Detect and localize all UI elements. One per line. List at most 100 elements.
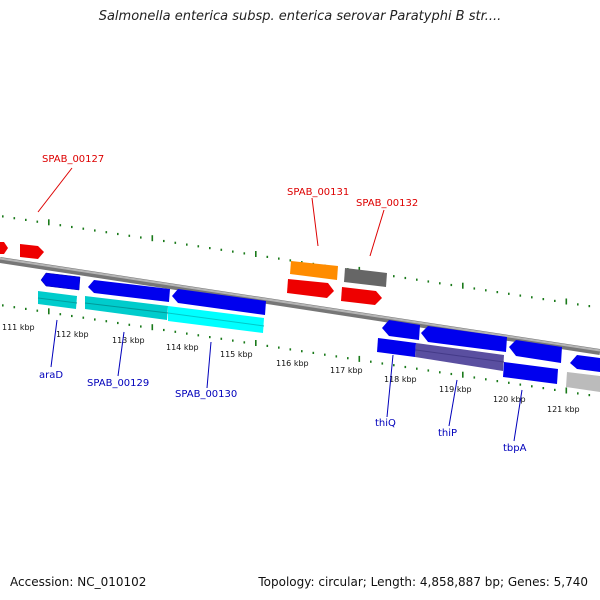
label-tbpa[interactable]: tbpA [503,443,527,454]
gc-mark-lower [496,380,499,383]
gene-blue-00128[interactable] [88,280,170,302]
gc-mark-upper [462,282,464,289]
gene-red-left-1[interactable] [0,242,8,254]
gc-mark-upper [174,241,177,244]
gc-mark-upper [393,275,395,278]
gc-mark-lower [358,355,361,362]
gene-blue-right-1[interactable] [382,320,420,340]
gene-spab-00131[interactable] [290,261,338,280]
label-spab-00132[interactable]: SPAB_00132 [356,198,418,209]
gc-mark-lower [427,369,430,372]
gc-mark-lower [542,387,545,390]
gc-mark-lower [36,309,39,312]
gc-mark-lower [117,321,119,325]
gc-mark-lower [462,371,464,378]
gc-mark-lower [48,308,50,315]
gc-mark-lower [565,387,568,394]
kbp-tick-label: 113 kbp [112,336,145,345]
gene-arad[interactable] [40,272,81,291]
gc-mark-upper [140,236,142,239]
gene-blue-right-3[interactable] [509,340,562,363]
gc-mark-upper [554,299,556,302]
leader-lines [37,167,523,442]
gc-mark-lower [266,344,269,347]
gc-mark-upper [439,282,441,285]
gene-thiq[interactable] [377,338,416,357]
gc-mark-upper [496,291,499,294]
gc-mark-upper [588,305,591,308]
gc-mark-lower [13,306,16,309]
gc-mark-upper [404,276,407,280]
gc-track-lower [2,304,591,397]
kbp-tick-label: 120 kbp [493,395,526,404]
gc-mark-upper [186,243,188,246]
gc-mark-lower [243,341,246,344]
gc-mark-upper [209,247,211,250]
gc-mark-lower [151,324,154,331]
gene-red-mid-2[interactable] [341,287,382,305]
gc-mark-upper [25,218,27,221]
label-spab-00131[interactable]: SPAB_00131 [287,187,349,198]
gc-mark-upper [565,298,568,305]
gene-blue-right-4[interactable] [570,355,600,372]
gc-mark-lower [59,313,62,316]
label-thip[interactable]: thiP [438,428,457,439]
gc-mark-lower [197,334,200,337]
gc-mark-upper [289,259,292,262]
gc-mark-lower [577,392,579,395]
gc-mark-lower [508,381,510,384]
gc-mark-lower [519,383,522,386]
gene-cyan-1[interactable] [37,291,78,309]
label-thiq[interactable]: thiQ [375,418,396,429]
gene-red-mid-1[interactable] [287,279,334,298]
gc-mark-lower [128,323,131,326]
label-arad[interactable]: araD [39,370,63,381]
gc-mark-lower [255,340,257,346]
gc-mark-upper [508,292,510,295]
gc-mark-lower [416,367,418,370]
label-spab-00129[interactable]: SPAB_00129 [87,378,149,389]
gc-mark-upper [542,298,545,301]
gc-mark-upper [416,278,418,281]
label-spab-00130[interactable]: SPAB_00130 [175,389,237,400]
gc-mark-upper [36,220,39,223]
kbp-tick-label: 118 kbp [384,375,417,384]
genome-title: Salmonella enterica subsp. enterica sero… [98,9,502,24]
gc-mark-lower [473,376,476,379]
gene-gray-right[interactable] [566,372,600,392]
gc-mark-upper [197,245,200,248]
gc-mark-upper [255,251,257,257]
gc-mark-upper [59,224,62,227]
kbp-tick-label: 117 kbp [330,366,363,375]
gc-mark-lower [554,388,556,391]
gene-spab-00129[interactable] [84,296,169,320]
gc-mark-lower [347,357,349,360]
gc-mark-upper [577,303,579,306]
kbp-tick-label: 115 kbp [220,350,253,359]
gene-spab-00132[interactable] [344,268,387,287]
gc-mark-upper [163,239,165,243]
gc-mark-lower [186,332,188,335]
gc-mark-lower [163,328,165,332]
topology-text: Topology: circular; Length: 4,858,887 bp… [258,575,588,589]
gc-mark-upper [94,229,96,232]
gene-red-left-2[interactable] [20,244,44,259]
gc-mark-upper [2,215,4,218]
gc-mark-upper [71,225,73,229]
gene-tbpa[interactable] [503,362,558,384]
gc-mark-upper [220,248,223,251]
label-spab-00127[interactable]: SPAB_00127 [42,154,104,165]
gene-blue-00130b[interactable] [172,289,266,315]
gene-blue-right-2[interactable] [421,326,507,352]
gene-spab-00130[interactable] [167,306,265,333]
gc-mark-upper [266,255,269,258]
gc-mark-lower [220,337,223,340]
gc-mark-lower [370,360,372,363]
gc-mark-upper [485,289,487,292]
gc-mark-lower [82,316,85,319]
gc-mark-lower [450,372,453,376]
gc-mark-lower [25,307,27,310]
gene-thip[interactable] [415,343,505,371]
